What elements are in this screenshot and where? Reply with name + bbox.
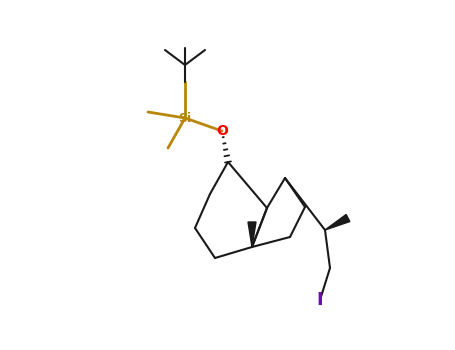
Text: O: O — [216, 124, 228, 138]
Polygon shape — [325, 215, 350, 230]
Polygon shape — [248, 222, 256, 247]
Text: Si: Si — [178, 112, 192, 125]
Text: I: I — [317, 291, 324, 309]
